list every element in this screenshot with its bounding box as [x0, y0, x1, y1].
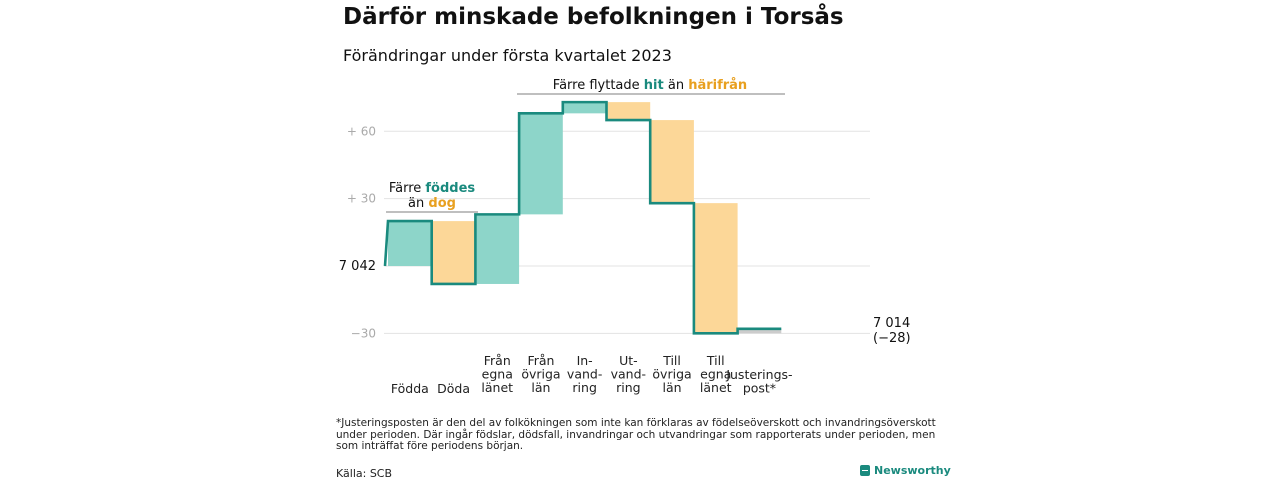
annotation-text: Färre	[389, 181, 426, 196]
category-label-line: Justerings-	[725, 367, 792, 382]
end-value-label: 7 014	[873, 316, 910, 331]
category-label-line: länet	[700, 380, 732, 395]
brand-logo: Newsworthy	[860, 464, 951, 477]
annotation-migration-part: härifrån	[688, 78, 747, 93]
end-change-label: (−28)	[873, 331, 911, 346]
category-label-line: länet	[481, 380, 513, 395]
category-label: Ut-vand-ring	[611, 353, 646, 395]
category-label: Till egna länet	[700, 353, 732, 395]
category-label-line: vand-	[611, 367, 646, 382]
category-label-line: egna	[482, 367, 513, 382]
category-label-line: övriga	[521, 367, 560, 382]
annotation-keyword-teal: föddes	[425, 181, 475, 196]
bar-inflow	[388, 221, 432, 266]
y-tick-label: + 60	[347, 124, 376, 138]
source-label: Källa: SCB	[336, 467, 393, 480]
step-line	[383, 100, 782, 335]
category-label: Från övriga län	[521, 353, 560, 395]
category-label-line: Från	[484, 353, 511, 368]
category-label: Till övriga län	[652, 353, 691, 395]
cumulative-step-line	[383, 100, 782, 335]
category-label-line: In-	[577, 353, 593, 368]
category-label-line: post*	[743, 381, 776, 396]
category-label: Döda	[437, 381, 470, 396]
y-tick-label: 7 042	[339, 259, 376, 274]
category-label-line: Till	[706, 353, 725, 368]
chart-subtitle: Förändringar under första kvartalet 2023	[343, 46, 672, 65]
category-label-line: övriga	[652, 367, 691, 382]
bar-inflow	[519, 113, 563, 215]
category-label: Födda	[391, 381, 429, 396]
category-label: Justerings-post*	[725, 367, 792, 396]
bar-outflow	[431, 221, 476, 284]
category-label-line: län	[531, 380, 550, 395]
category-label-line: ring	[572, 380, 596, 395]
brand-name: Newsworthy	[874, 464, 951, 477]
waterfall-bars	[388, 102, 782, 334]
annotation-text: än	[408, 196, 428, 211]
bar-adjustment	[737, 328, 782, 334]
category-label-line: län	[663, 380, 682, 395]
annotation-births-line1: Färre föddes	[389, 181, 476, 196]
annotation-migration-part: Färre flyttade	[553, 78, 644, 93]
footnote: *Justeringsposten är den del av folkökni…	[336, 417, 936, 452]
category-label-line: egna	[700, 367, 731, 382]
category-label-line: vand-	[567, 367, 602, 382]
y-tick-label: −30	[351, 326, 376, 340]
bar-outflow	[606, 102, 651, 121]
category-label-line: Från	[527, 353, 554, 368]
category-label-line: Döda	[437, 381, 470, 396]
y-tick-labels: + 60 + 30 7 042 −30	[339, 124, 376, 340]
category-label: In-vand-ring	[567, 353, 602, 395]
annotation-keyword-orange: dog	[428, 196, 456, 211]
end-labels: 7 014(−28)	[873, 316, 911, 346]
bar-outflow	[693, 203, 738, 334]
annotation-migration-part: än	[664, 78, 688, 93]
category-label-line: ring	[616, 380, 640, 395]
category-label-line: Födda	[391, 381, 429, 396]
newsworthy-icon	[860, 465, 870, 476]
bar-outflow	[650, 120, 694, 204]
category-label-line: Till	[662, 353, 681, 368]
category-label: Från egna länet	[481, 353, 513, 395]
bar-inflow	[475, 214, 520, 284]
y-tick-label: + 30	[347, 192, 376, 206]
chart-title: Därför minskade befolkningen i Torsås	[343, 4, 844, 30]
bar-inflow	[562, 102, 607, 114]
category-label-line: Ut-	[619, 353, 638, 368]
annotation-migration-part: hit	[644, 78, 664, 93]
annotation-births-line2: än dog	[408, 196, 456, 211]
annotation-migration: Färre flyttade hit än härifrån	[553, 78, 747, 93]
